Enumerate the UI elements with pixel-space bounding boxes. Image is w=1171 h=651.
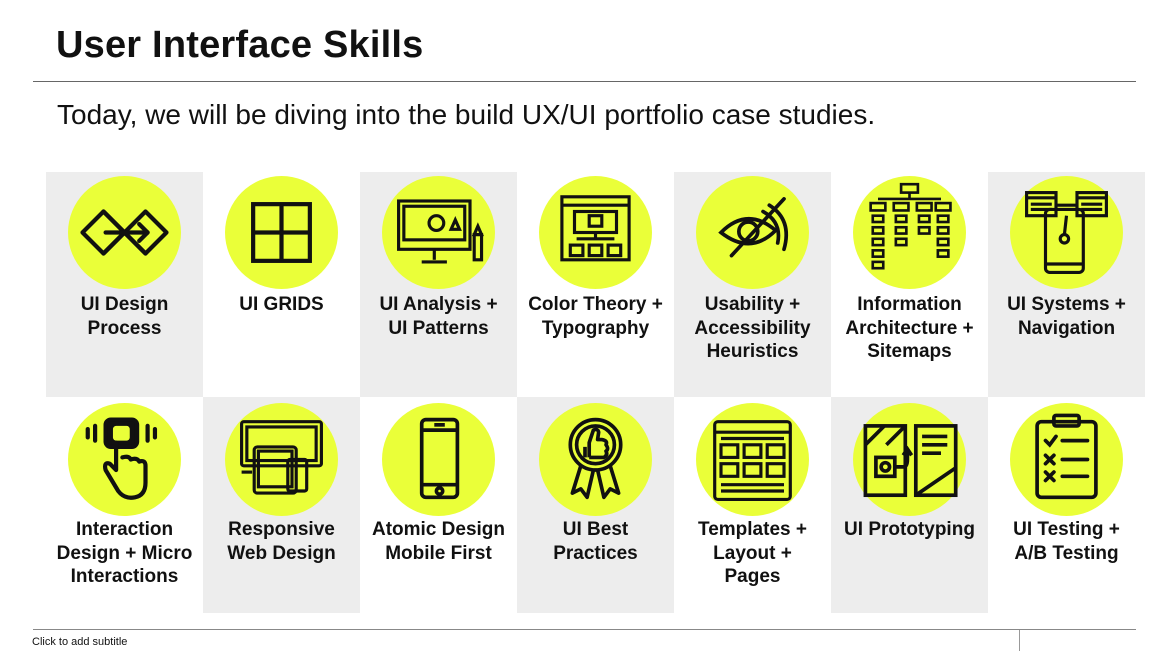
skill-label: UI Design Process xyxy=(80,294,169,339)
grid-icon xyxy=(251,202,312,263)
skill-tile-interaction-design[interactable]: Interaction Design + Micro Interactions xyxy=(46,397,203,613)
skill-label: Information Architecture + Sitemaps xyxy=(845,294,974,362)
clipboard-checklist-icon xyxy=(1035,413,1098,500)
bottom-divider xyxy=(33,629,1136,630)
subtitle-placeholder-box[interactable] xyxy=(0,630,1020,651)
slide-title[interactable]: User Interface Skills xyxy=(56,24,424,66)
skill-label: UI Systems + Navigation xyxy=(1007,294,1126,339)
skill-tile-ui-grids[interactable]: UI GRIDS xyxy=(203,172,360,397)
skill-tile-atomic-design[interactable]: Atomic Design Mobile First xyxy=(360,397,517,613)
skill-label: Responsive Web Design xyxy=(227,519,336,564)
title-divider xyxy=(33,81,1136,82)
skill-label: Atomic Design Mobile First xyxy=(371,519,506,564)
accessibility-icon xyxy=(718,197,789,258)
skill-tile-ui-design-process[interactable]: UI Design Process xyxy=(46,172,203,397)
skill-tile-information-architecture[interactable]: Information Architecture + Sitemaps xyxy=(831,172,988,397)
skill-label: UI Analysis + UI Patterns xyxy=(379,294,498,339)
skill-tile-ui-systems[interactable]: UI Systems + Navigation xyxy=(988,172,1145,397)
skill-tile-ui-analysis[interactable]: UI Analysis + UI Patterns xyxy=(360,172,517,397)
web-layout-icon xyxy=(560,195,631,262)
subtitle-placeholder[interactable]: Click to add subtitle xyxy=(32,636,128,648)
responsive-devices-icon xyxy=(240,420,323,495)
mobile-navigation-icon xyxy=(1025,191,1108,274)
award-thumbs-up-icon xyxy=(568,417,623,500)
skill-tile-ui-best-practices[interactable]: UI Best Practices xyxy=(517,397,674,613)
skill-tile-ui-prototyping[interactable]: UI Prototyping xyxy=(831,397,988,613)
skill-tile-ui-testing[interactable]: UI Testing + A/B Testing xyxy=(988,397,1145,613)
skill-label: Templates + Layout + Pages xyxy=(698,519,807,587)
skill-label: Usability + Accessibility Heuristics xyxy=(694,294,811,362)
template-layout-icon xyxy=(713,420,792,501)
skill-tile-color-theory[interactable]: Color Theory + Typography xyxy=(517,172,674,397)
smartphone-icon xyxy=(419,417,460,500)
sitemap-icon xyxy=(869,182,952,270)
accent-circle xyxy=(1010,176,1123,289)
monitor-analysis-icon xyxy=(397,199,484,264)
accent-circle xyxy=(853,403,966,516)
skill-tile-usability[interactable]: Usability + Accessibility Heuristics xyxy=(674,172,831,397)
skill-label: UI GRIDS xyxy=(239,294,324,315)
skill-label: Interaction Design + Micro Interactions xyxy=(56,519,193,587)
prototype-flow-icon xyxy=(863,424,958,498)
skill-label: Color Theory + Typography xyxy=(528,294,663,339)
design-process-icon xyxy=(80,209,169,256)
skill-label: UI Best Practices xyxy=(553,519,638,564)
skill-tile-templates[interactable]: Templates + Layout + Pages xyxy=(674,397,831,613)
skill-label: UI Prototyping xyxy=(844,519,975,540)
skills-grid: UI Design Process UI GRIDS UI Analysis +… xyxy=(46,172,1145,613)
skill-tile-responsive-web[interactable]: Responsive Web Design xyxy=(203,397,360,613)
skill-label: UI Testing + A/B Testing xyxy=(1013,519,1120,564)
tap-gesture-icon xyxy=(85,417,158,500)
intro-text[interactable]: Today, we will be diving into the build … xyxy=(57,99,876,130)
accent-circle xyxy=(539,403,652,516)
